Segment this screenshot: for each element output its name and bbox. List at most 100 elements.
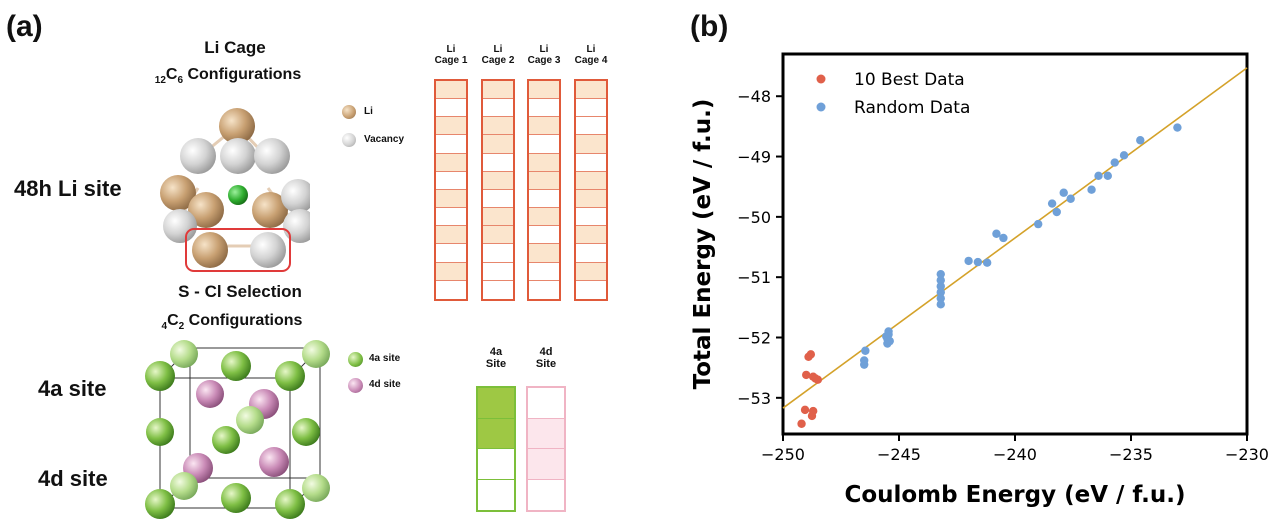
cage-cell — [576, 189, 606, 209]
random-data-point — [992, 229, 1001, 238]
x-tick-label: −230 — [1225, 445, 1269, 464]
legend-marker — [816, 74, 826, 84]
best-data-point — [797, 419, 806, 428]
4d-site-column — [526, 386, 566, 512]
site-label-48h: 48h Li site — [14, 176, 122, 201]
random-data-point — [1094, 171, 1103, 181]
cage-cell — [483, 99, 513, 118]
cage-cell — [436, 117, 466, 136]
site-label-4d: 4d site — [38, 466, 108, 491]
cage-cell — [483, 117, 513, 136]
cage-cell — [529, 171, 559, 190]
cage-cell — [529, 153, 559, 172]
chart-legend: 10 Best Data Random Data — [816, 70, 970, 118]
cage-cell — [576, 208, 606, 227]
li-cage-subtitle: 12C6 Configurations — [154, 66, 302, 87]
cage-header-4: Li Cage 4 — [574, 44, 608, 66]
legend-marker — [816, 102, 826, 112]
vacancy-legend-icon — [342, 133, 356, 147]
fit-line — [782, 67, 1248, 409]
cage-cell — [483, 135, 513, 154]
cage-cell — [576, 153, 606, 172]
random-data-point — [964, 256, 973, 266]
scatter-chart: −250 −245 −240 −235 −230 −53 −52 −51 −50 −49 −48 1… — [690, 52, 1269, 508]
cage-cell — [436, 244, 466, 263]
cage-cell — [483, 81, 513, 100]
cage-cell — [529, 280, 559, 299]
random-data-point — [1136, 136, 1145, 145]
cage-cell — [576, 117, 606, 136]
random-data-point — [1052, 207, 1061, 217]
s-cl-subtitle: 4C2 Configurations — [161, 312, 303, 333]
cage-cell — [529, 135, 559, 154]
cage-column-2 — [481, 79, 515, 301]
cage-cell — [436, 280, 466, 299]
y-tick-label: −50 — [737, 208, 771, 227]
random-data-point — [936, 300, 945, 309]
cage-header-1: Li Cage 1 — [434, 44, 468, 66]
random-data-point — [973, 257, 983, 267]
4d-legend-label: 4d site — [369, 379, 401, 390]
cage-cell — [483, 171, 513, 190]
random-data-point — [936, 294, 945, 303]
y-tick-label: −51 — [737, 268, 771, 287]
random-data-point — [982, 258, 992, 267]
site-cell — [528, 388, 564, 419]
x-tick-label: −250 — [761, 445, 805, 464]
li-cage-structure-image — [160, 108, 310, 272]
4a-site-column — [476, 386, 516, 512]
cage-cell — [436, 135, 466, 154]
4d-site-header: 4d Site — [535, 346, 557, 370]
site-cell — [478, 479, 514, 510]
cage-cell — [436, 226, 466, 245]
cage-cell — [483, 153, 513, 172]
random-data-point — [860, 356, 869, 365]
random-data-point — [1110, 158, 1119, 167]
s-cl-title: S - Cl Selection — [178, 282, 302, 301]
cage-cell — [436, 208, 466, 227]
cage-cell — [483, 262, 513, 281]
plot-frame — [781, 52, 1249, 436]
cage-column-4 — [574, 79, 608, 301]
site-cell — [478, 418, 514, 449]
best-data-point — [808, 406, 818, 416]
site-cell — [528, 479, 564, 510]
best-data-point — [802, 370, 811, 380]
cage-cell — [576, 171, 606, 190]
cage-cell — [529, 226, 559, 245]
random-data-point — [1119, 151, 1129, 160]
cage-cell — [529, 208, 559, 227]
cage-cell — [529, 262, 559, 281]
cage-cell — [576, 280, 606, 299]
random-data-point — [1173, 123, 1182, 132]
cage-cell — [483, 208, 513, 227]
random-data-point — [885, 336, 894, 346]
site-cell — [528, 418, 564, 449]
cage-cell — [576, 81, 606, 100]
random-data-point — [936, 275, 945, 285]
li-legend-icon — [342, 105, 356, 119]
site-label-4a: 4a site — [38, 376, 107, 401]
random-data-point — [936, 288, 945, 297]
cage-cell — [436, 171, 466, 190]
4a-legend-icon — [348, 352, 363, 367]
y-axis-label: Total Energy (eV / f.u.) — [690, 99, 716, 390]
cage-cell — [576, 135, 606, 154]
4d-legend-icon — [348, 378, 363, 393]
x-tick-label: −245 — [877, 445, 921, 464]
site-cell — [528, 449, 564, 480]
cage-cell — [436, 262, 466, 281]
cage-header-3: Li Cage 3 — [527, 44, 561, 66]
cage-cell — [576, 99, 606, 118]
random-data-point — [1087, 185, 1096, 194]
cage-cell — [529, 81, 559, 100]
cage-cell — [483, 244, 513, 263]
best-data-point — [800, 405, 810, 415]
y-tick-label: −48 — [737, 87, 771, 106]
y-tick-label: −53 — [737, 389, 771, 408]
legend-label: 10 Best Data — [854, 70, 965, 90]
random-data-point — [936, 269, 945, 279]
random-data-point — [1059, 188, 1068, 197]
random-data-point — [1103, 171, 1112, 181]
cage-header-2: Li Cage 2 — [481, 44, 515, 66]
